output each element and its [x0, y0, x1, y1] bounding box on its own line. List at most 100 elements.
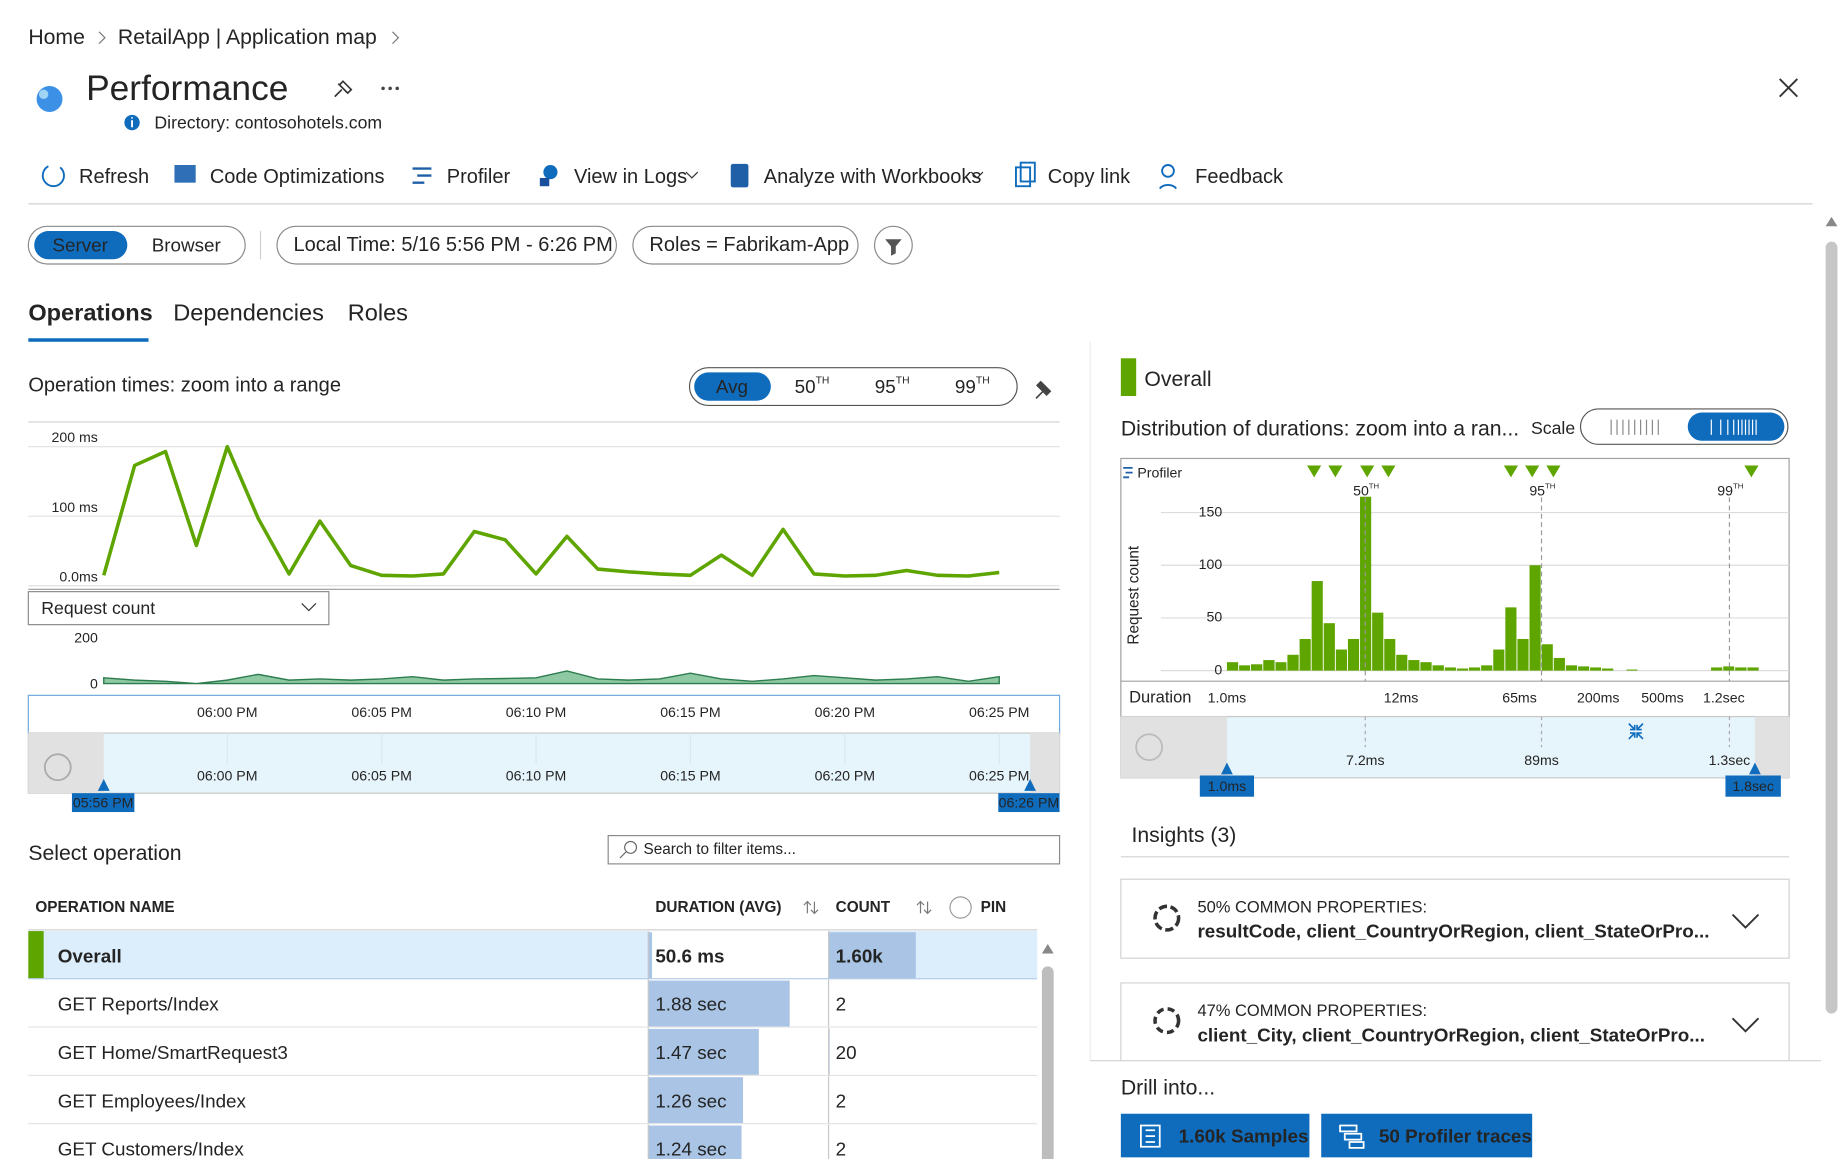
time-range[interactable]: Local Time: 5/16 5:56 PM - 6:26 PM [294, 234, 613, 256]
insight-text[interactable]: client_City, client_CountryOrRegion, cli… [1197, 1024, 1705, 1045]
toolbar-button[interactable]: Code Optimizations [210, 166, 385, 188]
brush-tick-label: 06:00 PM [197, 767, 257, 783]
drill-button-label[interactable]: 50 Profiler traces [1379, 1126, 1532, 1147]
histogram-bar [1735, 667, 1746, 670]
brush-outside [1030, 733, 1059, 793]
brush-outside [1755, 717, 1789, 778]
workbooks-icon[interactable] [731, 164, 749, 188]
column-header[interactable]: PIN [981, 899, 1007, 916]
insight-heading[interactable]: 47% COMMON PROPERTIES: [1197, 1002, 1427, 1020]
aggregation-sup: TH [1545, 482, 1555, 491]
brush-tick-label: 06:05 PM [351, 767, 411, 783]
toolbar-button[interactable]: Feedback [1195, 166, 1284, 188]
brush-range-label: 06:26 PM [999, 795, 1059, 811]
operation-name[interactable]: GET Reports/Index [58, 994, 220, 1015]
y-tick-label: 100 [1199, 556, 1223, 572]
brush-range-label: 05:56 PM [73, 795, 133, 811]
aggregation-label[interactable]: Avg [716, 376, 748, 397]
aggregation-sup[interactable]: TH [896, 375, 910, 386]
y-tick-label: 100 ms [52, 499, 98, 515]
histogram-bar [1336, 650, 1347, 671]
histogram-bar [1517, 639, 1528, 671]
histogram-bar [1602, 668, 1613, 670]
histogram-bar [1590, 667, 1601, 670]
aggregation-sup[interactable]: TH [816, 375, 830, 386]
x-tick-label: 06:00 PM [197, 704, 257, 720]
aggregation-label: 50 [1353, 482, 1369, 498]
histogram-bar [1457, 668, 1468, 670]
logs-icon[interactable] [540, 178, 549, 186]
brush-range-label: 1.8sec [1732, 778, 1774, 794]
table-title: Select operation [28, 842, 181, 865]
brush-tick-label: 06:15 PM [660, 767, 720, 783]
breadcrumb-link[interactable]: Home [28, 26, 85, 49]
metric-dropdown-label[interactable]: Request count [41, 598, 155, 618]
column-header[interactable]: DURATION (AVG) [655, 899, 781, 916]
breadcrumb-link[interactable]: RetailApp | Application map [118, 26, 377, 49]
histogram-bar [1433, 665, 1444, 670]
search-placeholder[interactable]: Search to filter items... [644, 841, 796, 858]
scope-option[interactable]: Server [52, 235, 108, 256]
roles-filter[interactable]: Roles = Fabrikam-App [649, 234, 849, 256]
drill-button-label[interactable]: 1.60k Samples [1179, 1126, 1309, 1147]
drill-title: Drill into... [1121, 1076, 1215, 1099]
code-optimizations-icon[interactable] [174, 165, 195, 183]
app-icon-detail [39, 90, 48, 99]
x-tick-label: 06:05 PM [351, 704, 411, 720]
toolbar-button[interactable]: Copy link [1048, 166, 1131, 188]
aggregation-sup[interactable]: TH [976, 375, 990, 386]
y-tick-label: 150 [1199, 503, 1223, 519]
toolbar-button[interactable]: Refresh [79, 166, 149, 188]
insight-card[interactable] [1121, 879, 1789, 958]
brush-tick-label: 06:25 PM [969, 767, 1029, 783]
tab[interactable]: Dependencies [173, 299, 324, 325]
column-header[interactable]: COUNT [836, 899, 891, 916]
y-tick-label: 50 [1206, 609, 1222, 625]
histogram-bar [1469, 667, 1480, 670]
histogram-bar [1372, 613, 1383, 671]
toolbar-button[interactable]: View in Logs [574, 166, 687, 188]
insight-card[interactable] [1121, 983, 1789, 1061]
operation-name[interactable]: GET Employees/Index [58, 1090, 247, 1111]
x-tick-label: 500ms [1641, 690, 1683, 706]
aggregation-label[interactable]: 50 [795, 376, 816, 397]
operation-name[interactable]: GET Home/SmartRequest3 [58, 1042, 288, 1063]
count-value: 2 [836, 994, 846, 1015]
histogram-bar [1711, 667, 1722, 670]
y-tick-label: 0 [90, 676, 98, 692]
duration-value: 50.6 ms [655, 945, 724, 966]
more-icon[interactable] [381, 87, 399, 91]
insight-heading[interactable]: 50% COMMON PROPERTIES: [1197, 898, 1427, 916]
column-header[interactable]: OPERATION NAME [35, 899, 174, 916]
operation-name[interactable]: GET Customers/Index [58, 1139, 245, 1159]
logs-icon[interactable] [543, 165, 557, 179]
histogram-bar [1287, 655, 1298, 671]
histogram-bar [1493, 650, 1504, 671]
x-tick-label: 06:20 PM [815, 704, 875, 720]
x-tick-label: 06:10 PM [506, 704, 566, 720]
histogram-bar [1239, 665, 1250, 670]
histogram-bar [1348, 639, 1359, 671]
histogram-bar [1530, 565, 1541, 670]
aggregation-label[interactable]: 99 [955, 376, 976, 397]
tab[interactable]: Operations [28, 299, 152, 325]
scale-selected[interactable] [1688, 412, 1785, 440]
page-scrollbar[interactable] [1826, 242, 1838, 1014]
histogram-bar [1312, 581, 1323, 671]
table-scrollbar[interactable] [1042, 966, 1054, 1159]
toolbar-button[interactable]: Analyze with Workbooks [764, 166, 982, 188]
insights-title: Insights (3) [1131, 824, 1236, 847]
series-name: Overall [1144, 368, 1211, 391]
operation-name[interactable]: Overall [58, 945, 122, 966]
aggregation-label: 99 [1717, 482, 1733, 498]
scope-option[interactable]: Browser [152, 235, 221, 256]
aggregation-label[interactable]: 95 [875, 376, 896, 397]
time-brush[interactable] [28, 733, 1059, 793]
histogram-bar [1481, 665, 1492, 670]
histogram-bar [1300, 639, 1311, 671]
toolbar-button[interactable]: Profiler [447, 166, 511, 188]
tab[interactable]: Roles [348, 299, 408, 325]
insight-text[interactable]: resultCode, client_CountryOrRegion, clie… [1197, 921, 1709, 942]
